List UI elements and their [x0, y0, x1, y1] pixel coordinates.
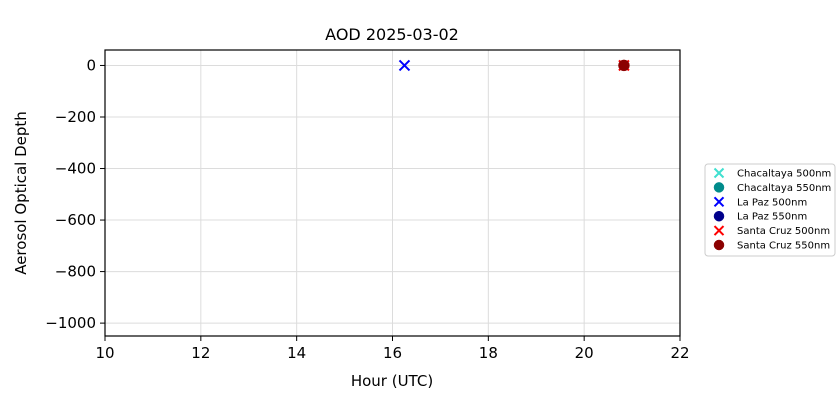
y-axis-label: Aerosol Optical Depth [12, 111, 30, 275]
y-tick-label: −200 [55, 108, 96, 126]
x-tick-label: 22 [670, 344, 689, 362]
y-tick-label: −800 [55, 263, 96, 281]
x-tick-label: 16 [383, 344, 402, 362]
legend-marker [713, 167, 725, 179]
y-tick-label: 0 [86, 56, 96, 74]
legend-marker [713, 225, 725, 236]
legend-label: Santa Cruz 500nm [737, 226, 830, 237]
legend-label: La Paz 500nm [737, 197, 807, 208]
x-tick-label: 10 [95, 344, 114, 362]
legend-marker-stroke-b [713, 225, 725, 236]
y-tick-label: −1000 [45, 314, 96, 332]
y-tick-label: −600 [55, 211, 96, 229]
y-axis-ticks: 0 −200 −400 −600 −800 −1000 [45, 56, 105, 332]
legend-label: Chacaltaya 500nm [737, 169, 831, 180]
legend-marker [713, 182, 725, 193]
legend-marker [713, 210, 725, 222]
x-tick-label: 18 [479, 344, 498, 362]
legend-box [704, 163, 836, 257]
y-tick-label: −400 [55, 160, 96, 178]
x-axis-ticks: 10 12 14 16 18 20 22 [95, 336, 690, 362]
legend-items: Chacaltaya 500nm Chacaltaya 550nm La Paz 5… [713, 167, 831, 252]
x-axis-label: Hour (UTC) [351, 372, 433, 390]
data-point [398, 59, 411, 72]
legend-label: Chacaltaya 550nm [737, 183, 831, 194]
x-tick-label: 14 [287, 344, 306, 362]
legend-marker [713, 239, 725, 251]
legend-marker-stroke-b [713, 167, 725, 179]
legend-marker-stroke-b [713, 196, 725, 208]
x-tick-label: 12 [191, 344, 210, 362]
legend-label: La Paz 550nm [737, 212, 807, 223]
legend-marker [713, 196, 725, 208]
legend: Chacaltaya 500nm Chacaltaya 550nm La Paz 5… [704, 163, 836, 257]
data-points-layer [398, 59, 630, 72]
legend-label: Santa Cruz 550nm [737, 241, 830, 252]
chart-title: AOD 2025-03-02 [325, 25, 459, 44]
x-tick-label: 20 [575, 344, 594, 362]
data-point [618, 59, 630, 72]
data-point-stroke-b [398, 59, 411, 72]
grid-layer [104, 50, 681, 336]
